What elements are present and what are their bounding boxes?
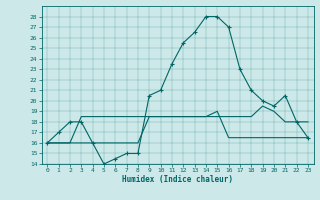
X-axis label: Humidex (Indice chaleur): Humidex (Indice chaleur): [122, 175, 233, 184]
